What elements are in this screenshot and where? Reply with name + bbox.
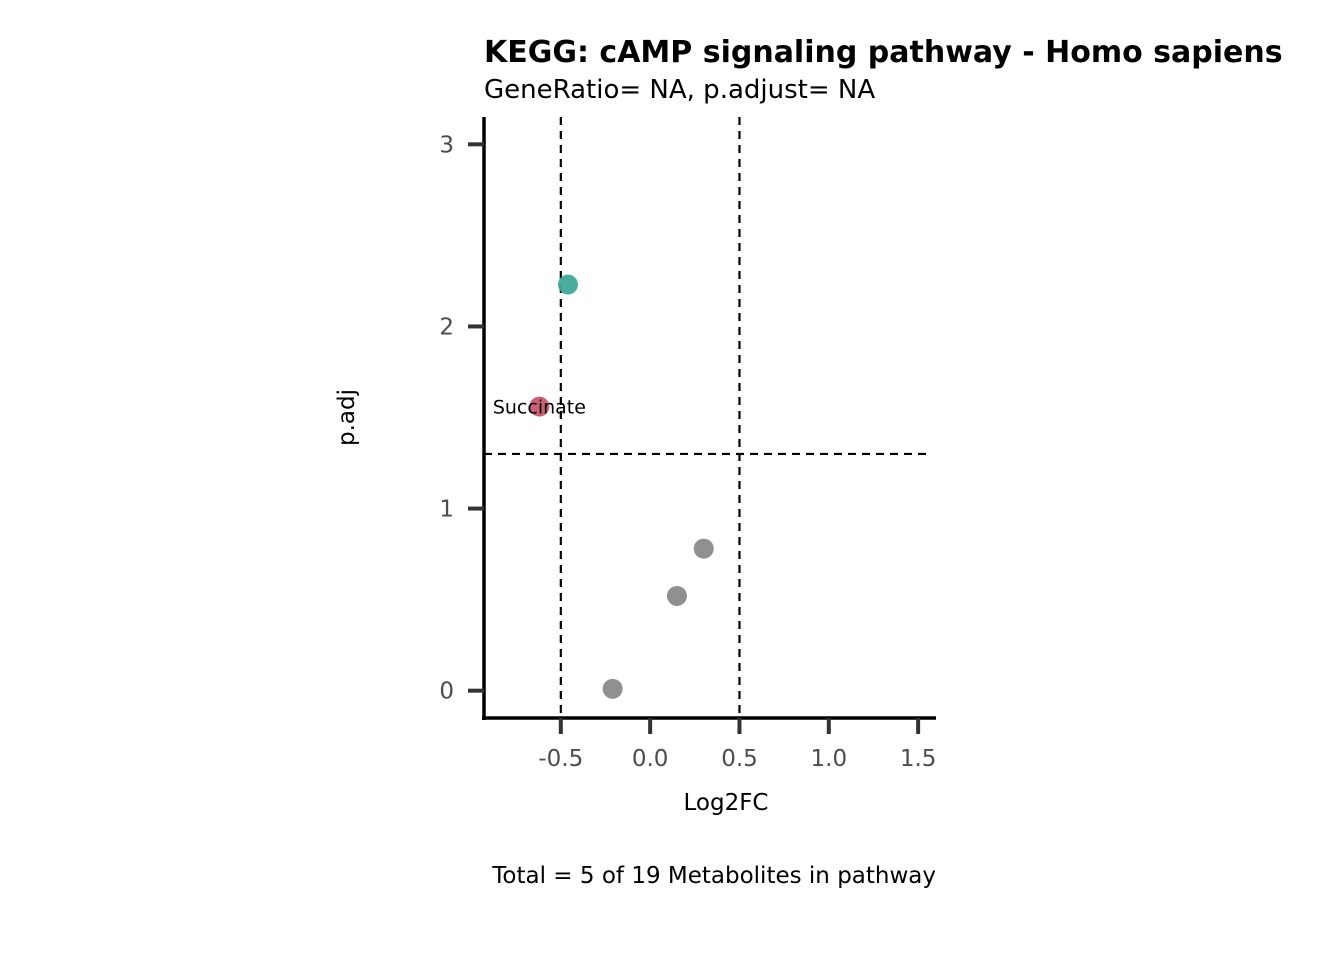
data-point	[666, 585, 687, 606]
chart-caption: Total = 5 of 19 Metabolites in pathway	[491, 863, 936, 889]
x-tick-label: 0.0	[632, 746, 669, 772]
axes: 0 1 2 3 -0.5 0.0 0.5 1.0 1.5	[439, 117, 936, 772]
y-tick-label: 1	[439, 497, 454, 523]
data-point	[529, 396, 550, 417]
x-tick-label: 0.5	[721, 746, 758, 772]
x-tick-label: 1.0	[811, 746, 848, 772]
y-axis-title: p.adj	[334, 389, 360, 446]
x-tick-label: -0.5	[538, 746, 583, 772]
data-point	[693, 538, 714, 559]
y-tick-label: 3	[439, 132, 454, 158]
data-point-label: Succinate	[493, 397, 586, 419]
y-tick-label: 2	[439, 314, 454, 340]
chart-title: KEGG: cAMP signaling pathway - Homo sapi…	[484, 35, 1283, 70]
threshold-lines	[484, 117, 930, 718]
data-points	[529, 274, 714, 699]
chart-subtitle: GeneRatio= NA, p.adjust= NA	[484, 75, 875, 105]
y-tick-label: 0	[439, 679, 454, 705]
data-point	[602, 678, 623, 699]
point-labels: Succinate	[493, 397, 586, 419]
x-axis-title: Log2FC	[683, 790, 768, 816]
x-tick-label: 1.5	[900, 746, 937, 772]
data-point	[557, 274, 578, 295]
